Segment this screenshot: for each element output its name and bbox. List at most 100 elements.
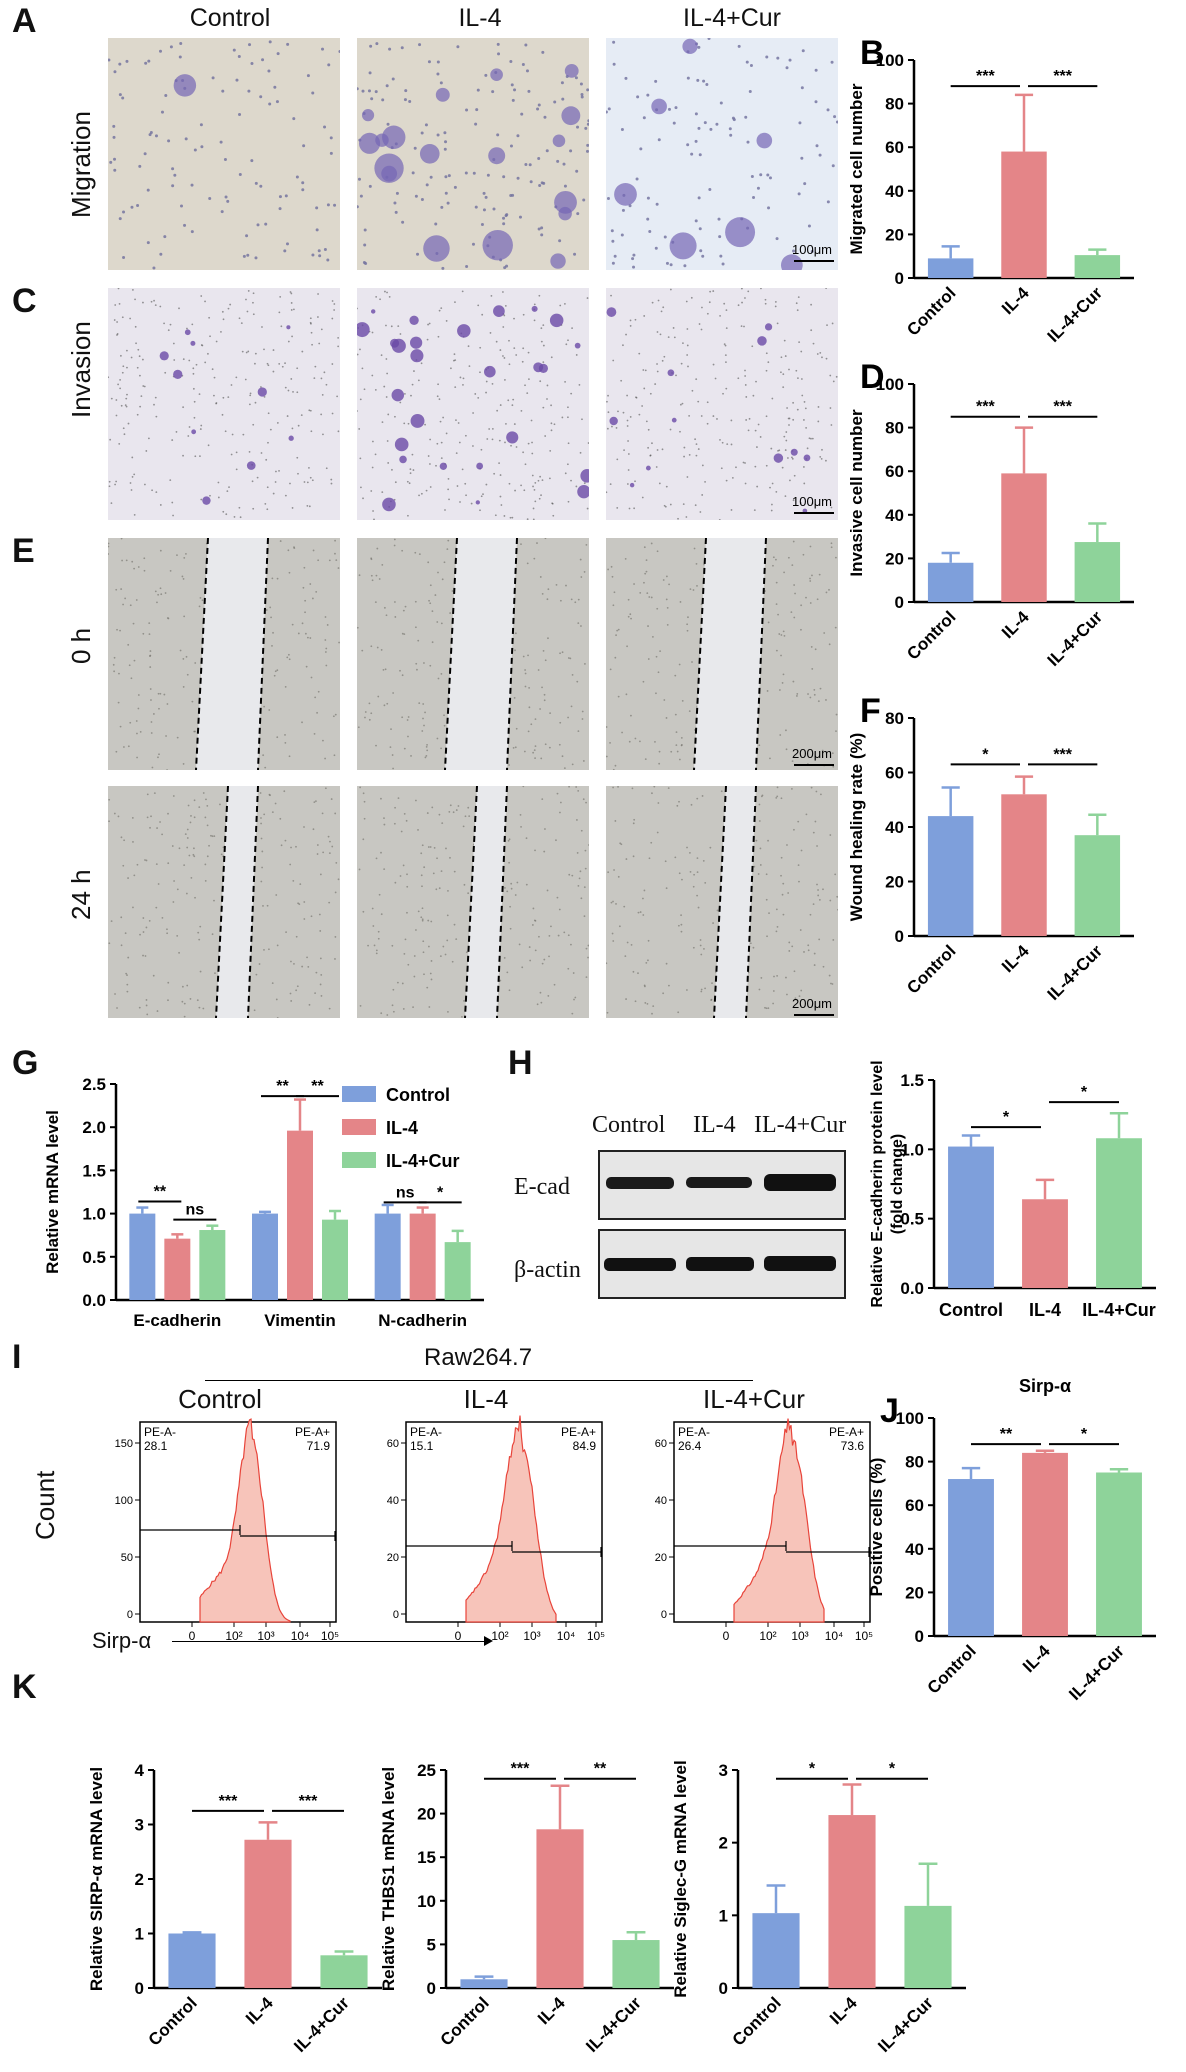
y-tick-label: 80	[885, 95, 904, 114]
scale-bar-a	[794, 260, 834, 262]
chart-F: 0 20 40 60 80 Wound healing rate (%) Control IL…	[847, 692, 1134, 1004]
row-label-invasion: Invasion	[66, 321, 96, 418]
bar-Control	[948, 1479, 994, 1636]
flow-histogram-1: 0 20 40 60 0 10² 10³ 10⁴ 10⁵ PE-A-15.1 PE-A+84.9	[387, 1415, 605, 1643]
micrograph-w24-1	[357, 786, 589, 1018]
gate-label-positive: 71.9	[307, 1439, 331, 1453]
significance-label: **	[594, 1761, 607, 1778]
flow-x-tick: 10²	[491, 1629, 508, 1643]
flow-histogram-0: 0 50 100 150 0 10² 10³ 10⁴ 10⁵ PE-A-28.1 PE-A+71.9	[115, 1418, 339, 1643]
micrograph-inv-0	[108, 288, 340, 520]
y-tick-label: 60	[885, 462, 904, 481]
chart-K2: 0 5 10 15 20 25 Relative THBS1 mRNA level Contr…	[379, 1761, 674, 2056]
flow-y-tick: 0	[393, 1609, 399, 1621]
y-tick-label: 15	[417, 1848, 436, 1867]
category-label: IL-4	[1019, 1641, 1054, 1676]
significance-label: ***	[511, 1761, 530, 1778]
y-axis-label: Relative mRNA level	[43, 1110, 62, 1274]
gate-label-positive: PE-A+	[295, 1425, 330, 1439]
bar-IL-4+Cur	[320, 1955, 368, 1988]
scale-bar-e0	[794, 764, 834, 766]
y-tick-label: 40	[885, 506, 904, 525]
chart-K3: 0 1 2 3 Relative Siglec-G mRNA level Control I…	[671, 1760, 966, 2056]
legend-swatch	[342, 1119, 376, 1135]
y-axis-label: Relative Siglec-G mRNA level	[671, 1760, 690, 1997]
flow-xlabel-arrow	[172, 1641, 486, 1642]
micrograph-inv-2	[606, 288, 838, 520]
category-label: IL-4+Cur	[1082, 1300, 1156, 1320]
bar-E-cadherin-Control	[129, 1213, 156, 1300]
category-label: IL-4	[998, 607, 1033, 642]
y-tick-label: 0.5	[82, 1248, 106, 1267]
y-tick-label: 20	[885, 873, 904, 892]
blot-band-ecad: E-cad	[514, 1174, 570, 1200]
row-label-0h: 0 h	[66, 627, 96, 664]
flow-x-tick: 10²	[225, 1629, 242, 1643]
flow-x-tick: 10⁴	[291, 1629, 310, 1643]
significance-label: ns	[396, 1184, 415, 1201]
panel-letter-f: F	[860, 692, 881, 730]
gate-label-positive: 84.9	[573, 1439, 597, 1453]
y-tick-label: 2.0	[82, 1118, 106, 1137]
y-axis-label: Relative E-cadherin protein level	[869, 1060, 886, 1307]
flow-x-tick: 10³	[523, 1629, 540, 1643]
flow-x-tick: 10⁴	[825, 1629, 844, 1643]
panel-letter-c: C	[12, 282, 37, 320]
bar-IL-4+Cur	[1074, 542, 1121, 602]
y-tick-label: 5	[427, 1935, 436, 1954]
significance-label: *	[1003, 1109, 1010, 1126]
flow-x-tick: 0	[455, 1629, 462, 1643]
y-tick-label: 60	[885, 764, 904, 783]
significance-label: ***	[1053, 68, 1072, 85]
gate-label-negative: 28.1	[144, 1439, 168, 1453]
flow-xlabel-sirpa: Sirp-α	[92, 1628, 152, 1653]
category-label: IL-4	[998, 283, 1033, 318]
significance-label: ***	[299, 1793, 318, 1810]
category-label: Vimentin	[264, 1311, 335, 1330]
micrograph-w24-2	[606, 786, 838, 1018]
bar-IL-4	[828, 1815, 876, 1988]
micrograph-w0-1	[357, 538, 589, 770]
flow-x-tick: 0	[189, 1629, 196, 1643]
legend-swatch	[342, 1086, 376, 1102]
category-label: IL-4+Cur	[1044, 283, 1107, 346]
y-tick-label: 1	[719, 1906, 728, 1925]
category-label: IL-4+Cur	[874, 1993, 937, 2056]
micrograph-w0-0	[108, 538, 340, 770]
y-tick-label: 1	[135, 1925, 144, 1944]
significance-label: **	[1000, 1426, 1013, 1443]
category-label: Control	[924, 1641, 980, 1697]
category-label: Control	[145, 1993, 201, 2049]
panel-letter-e: E	[12, 532, 35, 570]
panel-letter-i: I	[12, 1338, 22, 1376]
category-label: IL-4+Cur	[1044, 607, 1107, 670]
bar-N-cadherin-IL-4	[409, 1213, 436, 1300]
bar-N-cadherin-IL-4+Cur	[444, 1242, 471, 1300]
category-label: Control	[939, 1300, 1003, 1320]
legend-label: Control	[386, 1085, 450, 1105]
significance-label: ***	[1053, 746, 1072, 763]
group-label-raw2647: Raw264.7	[424, 1344, 533, 1371]
gate-label-positive: PE-A+	[561, 1425, 596, 1439]
y-tick-label: 80	[885, 419, 904, 438]
flow-x-tick: 0	[723, 1629, 730, 1643]
flow-ylabel-count: Count	[30, 1470, 60, 1540]
bar-IL-4	[1022, 1199, 1068, 1288]
gate-label-negative: PE-A-	[678, 1425, 710, 1439]
significance-label: *	[982, 746, 989, 763]
bar-IL-4+Cur	[1074, 255, 1121, 278]
bar-N-cadherin-Control	[374, 1213, 401, 1300]
flow-y-tick: 150	[115, 1438, 133, 1450]
y-tick-label: 0.0	[900, 1279, 924, 1298]
bar-E-cadherin-IL-4+Cur	[199, 1230, 226, 1300]
significance-label: *	[1081, 1084, 1088, 1101]
scale-label-e24: 200μm	[792, 996, 833, 1011]
flow-y-tick: 60	[387, 1438, 399, 1450]
micrograph-mig-2	[606, 38, 838, 270]
column-title-il4: IL-4	[458, 4, 502, 32]
bar-Vimentin-IL-4+Cur	[322, 1219, 348, 1300]
y-tick-label: 20	[885, 549, 904, 568]
panel-letter-j: J	[880, 1392, 899, 1430]
y-tick-label: 20	[905, 1583, 924, 1602]
significance-label: *	[437, 1184, 444, 1201]
